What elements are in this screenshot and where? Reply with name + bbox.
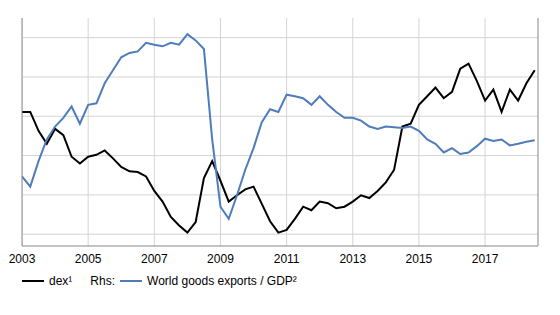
html-text:Rhs:: Rhs:: [90, 274, 115, 288]
svg-text:2015: 2015: [406, 252, 433, 266]
svg-text:2011: 2011: [274, 252, 300, 266]
svg-text:2003: 2003: [9, 252, 36, 266]
html-text:World goods exports / GDP²: World goods exports / GDP²: [147, 274, 297, 288]
svg-text:2005: 2005: [75, 252, 102, 266]
svg-text:2017: 2017: [472, 252, 499, 266]
svg-text:2009: 2009: [207, 252, 234, 266]
svg-text:2007: 2007: [141, 252, 168, 266]
html-text:dex¹: dex¹: [49, 274, 73, 288]
svg-text:2013: 2013: [339, 252, 366, 266]
